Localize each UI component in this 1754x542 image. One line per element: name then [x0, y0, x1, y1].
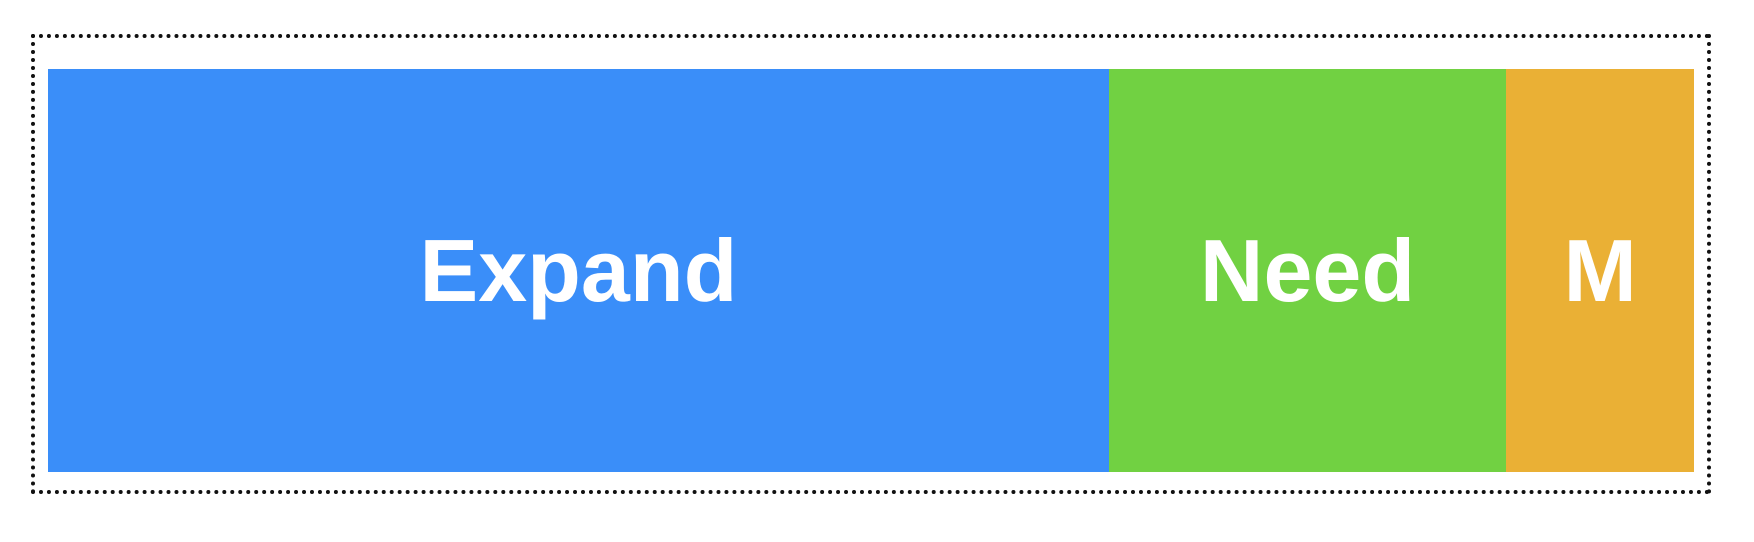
segment-m-label: M	[1563, 220, 1637, 320]
segment-need: Need	[1108, 69, 1507, 472]
segment-expand-label: Expand	[419, 220, 738, 320]
segment-bar: Expand Need M	[48, 69, 1694, 472]
segment-need-label: Need	[1199, 220, 1416, 320]
flex-container: Expand Need M	[31, 34, 1711, 494]
segment-expand: Expand	[48, 69, 1109, 472]
segment-m: M	[1506, 69, 1694, 472]
